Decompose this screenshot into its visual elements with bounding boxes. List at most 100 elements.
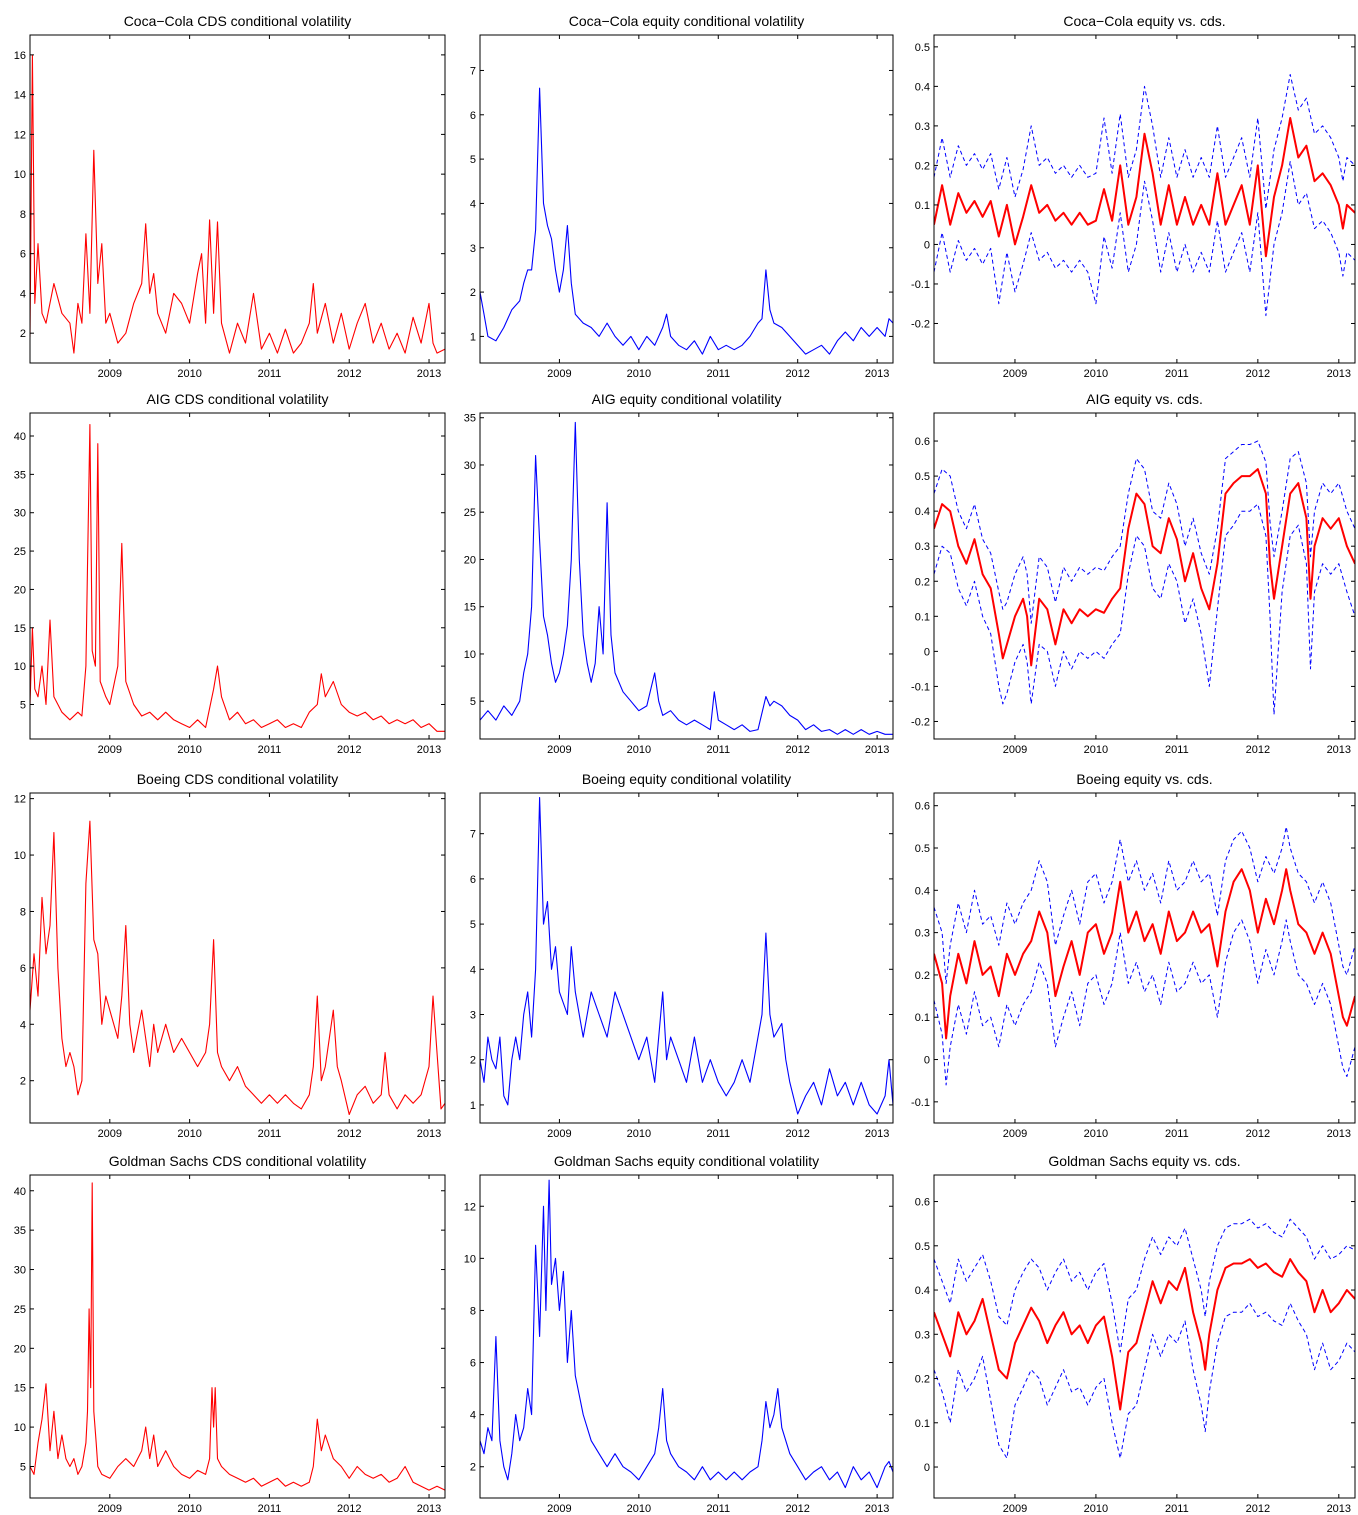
x-tick-label: 2010 [1084,1503,1108,1515]
x-tick-label: 2009 [547,368,571,380]
subplot-12: Goldman Sachs equity vs. cds. 2009 2010 201… [915,1153,1356,1515]
y-tick-label: 35 [14,469,26,481]
y-tick-label: 0.4 [915,506,930,518]
x-tick-label: 2012 [337,744,361,756]
x-tick-label: 2013 [865,744,889,756]
subplot-9: Boeing equity vs. cds. 2009 2010 2011 2012 20… [911,771,1356,1140]
chart-title: AIG equity conditional volatility [592,391,782,407]
subplot-8: Boeing equity conditional volatility 2009… [470,771,894,1140]
axes-frame [933,792,1356,1124]
x-tick-label: 2012 [785,368,809,380]
y-tick-label: -0.2 [911,318,930,330]
x-tick-label: 2011 [1165,744,1189,756]
y-tick-label: 20 [464,554,476,566]
correlation-line [934,868,1355,1040]
x-tick-label: 2011 [258,368,282,380]
x-tick-label: 2010 [177,1503,201,1515]
subplot-5: AIG equity conditional volatility 2009 201… [464,391,894,756]
x-tick-label: 2010 [177,744,201,756]
y-tick-label: 15 [14,1383,26,1395]
y-tick-label: 10 [14,661,26,673]
y-tick-label: 5 [470,919,476,931]
y-tick-label: -0.2 [911,716,930,728]
y-tick-label: 0.5 [915,471,930,483]
y-tick-label: 0 [924,1055,930,1067]
equity-volatility-line [480,796,893,1115]
y-tick-label: 0.3 [915,928,930,940]
x-tick-label: 2010 [1084,368,1108,380]
plot-area [934,826,1355,1086]
equity-volatility-line [480,421,893,735]
subplot-3: Coca−Cola equity vs. cds. 2009 2010 2011 201… [911,13,1356,380]
cds-volatility-line [30,54,445,354]
axes-frame [29,792,446,1124]
plot-area [30,820,445,1116]
y-tick-label: -0.1 [911,681,930,693]
y-tick-label: 0 [924,646,930,658]
y-tick-label: 2 [20,1076,26,1088]
y-tick-label: 0 [924,239,930,251]
y-tick-label: 6 [20,249,26,261]
chart-title: Goldman Sachs equity conditional volatil… [554,1153,819,1169]
chart-title: Coca−Cola equity vs. cds. [1063,13,1225,29]
y-tick-label: 4 [20,1019,26,1031]
x-tick-label: 2009 [98,1128,122,1140]
x-tick-label: 2010 [627,1128,651,1140]
y-tick-label: 0.5 [915,42,930,54]
plot-area [934,1218,1355,1459]
y-tick-label: 0.2 [915,1374,930,1386]
axes-frame [479,412,894,740]
axes-frame [933,412,1356,740]
x-tick-label: 2013 [865,1503,889,1515]
y-tick-label: 2 [470,1462,476,1474]
x-tick-label: 2011 [1165,368,1189,380]
y-tick-label: 20 [14,584,26,596]
plot-area [30,1182,445,1491]
x-tick-label: 2010 [627,744,651,756]
y-tick-label: 0.4 [915,1285,930,1297]
y-tick-label: 1 [470,1100,476,1112]
y-tick-label: 5 [20,1461,26,1473]
x-tick-label: 2012 [1246,368,1270,380]
y-tick-label: 2 [470,287,476,299]
x-tick-label: 2012 [785,1503,809,1515]
x-tick-label: 2011 [706,1128,730,1140]
y-tick-label: 0 [924,1462,930,1474]
y-tick-label: 4 [470,1410,476,1422]
y-tick-label: -0.1 [911,1097,930,1109]
y-tick-label: 0.3 [915,121,930,133]
y-tick-label: 4 [470,964,476,976]
y-tick-label: 7 [470,829,476,841]
cds-volatility-line [30,1182,445,1491]
x-tick-label: 2013 [865,368,889,380]
x-tick-label: 2012 [337,1128,361,1140]
y-tick-label: 6 [470,874,476,886]
x-tick-label: 2013 [417,1503,441,1515]
y-tick-label: 14 [14,90,26,102]
correlation-line [934,117,1355,258]
y-tick-label: 2 [20,328,26,340]
confidence-band-line [934,919,1355,1086]
confidence-band-line [934,826,1355,984]
y-tick-label: 10 [464,1253,476,1265]
y-tick-label: 40 [14,431,26,443]
confidence-band-line [934,1302,1355,1459]
axes-frame [933,1174,1356,1499]
chart-title: AIG equity vs. cds. [1086,391,1203,407]
chart-title: AIG CDS conditional volatility [146,391,328,407]
y-tick-label: 30 [464,460,476,472]
x-tick-label: 2013 [865,1128,889,1140]
x-tick-label: 2010 [627,1503,651,1515]
x-tick-label: 2009 [547,744,571,756]
x-tick-label: 2009 [547,1503,571,1515]
x-tick-label: 2009 [1003,744,1027,756]
y-tick-label: 0.4 [915,81,930,93]
y-tick-label: 1 [470,331,476,343]
x-tick-label: 2013 [417,1128,441,1140]
x-tick-label: 2009 [1003,1128,1027,1140]
plot-area [30,54,445,354]
x-tick-label: 2010 [627,368,651,380]
x-tick-label: 2011 [1165,1128,1189,1140]
